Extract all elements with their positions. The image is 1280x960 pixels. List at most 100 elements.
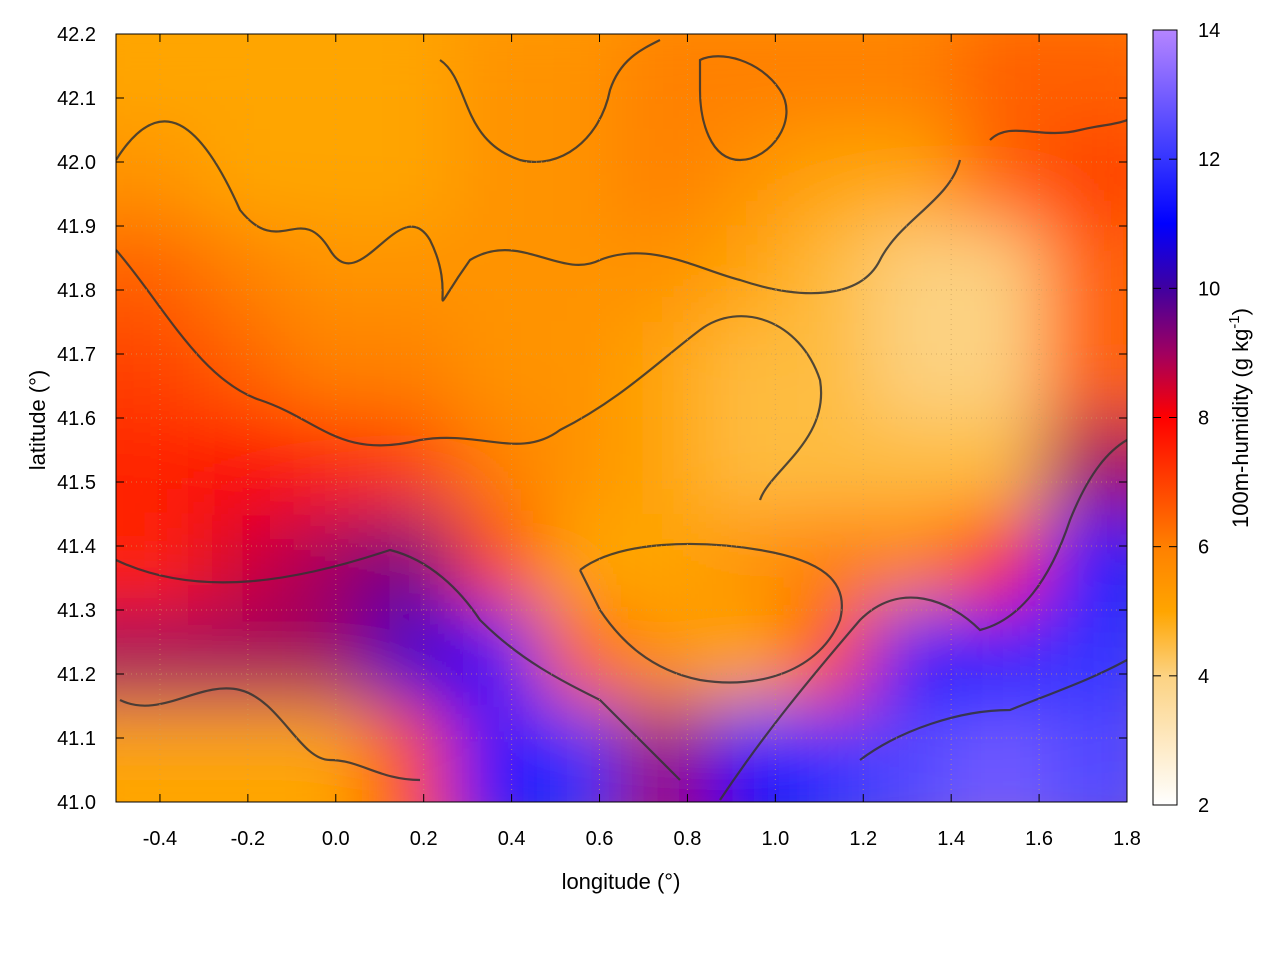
heatmap-cell [958, 130, 1044, 227]
heatmap-cell [452, 226, 539, 323]
heatmap-cell [958, 514, 1044, 611]
colorbar-tick-label: 10 [1198, 278, 1220, 300]
heatmap-cell [1042, 130, 1127, 227]
heatmap-cell [621, 322, 707, 419]
x-tick-label: 1.8 [1113, 828, 1141, 850]
heatmap-cell [452, 34, 539, 131]
x-tick-label: -0.4 [143, 828, 177, 850]
y-tick-label: 41.4 [57, 536, 96, 558]
heatmap-cell [284, 514, 370, 611]
heatmap-cell [116, 130, 202, 227]
colorbar-axis: 2 4 6 8 10 12 14 [1153, 20, 1220, 817]
heatmap-cell [1042, 418, 1127, 515]
heatmap-cell [958, 418, 1044, 515]
heatmap-cell [452, 130, 539, 227]
heatmap-cell [116, 514, 202, 611]
contour-line [698, 55, 788, 162]
heatmap-cell [621, 130, 707, 227]
heatmap-cell [874, 514, 960, 611]
y-tick-label: 42.1 [57, 88, 96, 110]
heatmap-cell [789, 514, 876, 611]
heatmap-cell [874, 130, 960, 227]
y-tick-label: 41.6 [57, 408, 96, 430]
heatmap-cell [958, 34, 1044, 131]
heatmap-cell [705, 610, 792, 707]
heatmap-cell [1042, 34, 1127, 131]
heatmap-cell [621, 514, 707, 611]
heatmap-cell [874, 34, 960, 131]
heatmap-cell [621, 34, 707, 131]
colorbar-tick-label: 8 [1198, 408, 1209, 430]
heatmap-cell [705, 514, 792, 611]
heatmap-cell [874, 418, 960, 515]
contour-line [989, 118, 1127, 141]
heatmap-cell [874, 610, 960, 707]
heatmap-cell [537, 226, 623, 323]
heatmap-cell [537, 418, 623, 515]
colorbar-tick-label: 12 [1198, 149, 1220, 171]
heatmap-cell [1042, 322, 1127, 419]
heatmap-cell [284, 130, 370, 227]
heatmap-cell [1042, 706, 1127, 802]
heatmap-cell [789, 610, 876, 707]
heatmap-cell [537, 514, 623, 611]
colorbar-label-main: 100m-humidity (g kg [1228, 329, 1253, 528]
x-tick-label: 0.8 [674, 828, 702, 850]
y-tick-label: 41.0 [57, 792, 96, 814]
heatmap-cell [284, 610, 370, 707]
x-tick-label: 1.4 [937, 828, 965, 850]
y-axis-label: latitude (°) [25, 370, 50, 471]
heatmap-cell [621, 418, 707, 515]
heatmap-cell [368, 418, 455, 515]
x-tick-label: -0.2 [231, 828, 265, 850]
heatmap-cell [116, 322, 202, 419]
heatmap-cells [116, 34, 1127, 802]
heatmap-cell [284, 706, 370, 802]
heatmap-cell [116, 706, 202, 802]
heatmap-cell [368, 322, 455, 419]
heatmap-cell [1042, 514, 1127, 611]
heatmap-cell [452, 514, 539, 611]
heatmap-cell [874, 706, 960, 802]
colorbar-tick-label: 4 [1198, 666, 1209, 688]
heatmap-cell [958, 610, 1044, 707]
y-tick-label: 42.2 [57, 24, 96, 46]
heatmap-cell [537, 34, 623, 131]
heatmap-cell [621, 610, 707, 707]
contour-line [116, 249, 823, 501]
contour-line [119, 687, 421, 782]
contour-lines [116, 39, 1127, 801]
contour-line [116, 548, 681, 781]
heatmap-cell [705, 322, 792, 419]
y-tick-label: 41.2 [57, 664, 96, 686]
heatmap-cell [368, 34, 455, 131]
heatmap-cell [621, 226, 707, 323]
heatmap-cell [116, 418, 202, 515]
contour-line [719, 439, 1127, 801]
heatmap-cell [284, 34, 370, 131]
heatmap-cell [958, 322, 1044, 419]
x-axis-label: longitude (°) [562, 869, 681, 894]
heatmap-cell [705, 34, 792, 131]
contour-line [439, 39, 661, 163]
heatmap-cell [452, 322, 539, 419]
heatmap-cell [200, 706, 286, 802]
heatmap-cell [789, 322, 876, 419]
x-tick-label: 0.0 [322, 828, 350, 850]
contour-line [859, 659, 1127, 761]
heatmap-cell [789, 130, 876, 227]
y-tick-label: 41.7 [57, 344, 96, 366]
colorbar-tick-label: 14 [1198, 20, 1220, 42]
heatmap-cell [200, 418, 286, 515]
x-tick-label: 0.4 [498, 828, 526, 850]
heatmap-cell [621, 706, 707, 802]
heatmap-cell [284, 322, 370, 419]
heatmap-cell [789, 418, 876, 515]
heatmap-cell [874, 226, 960, 323]
colorbar-label-end: ) [1228, 308, 1253, 315]
colorbar-label-sup: -1 [1226, 315, 1243, 328]
x-tick-label: 0.2 [410, 828, 438, 850]
heatmap-cell [537, 322, 623, 419]
heatmap-cell [452, 418, 539, 515]
